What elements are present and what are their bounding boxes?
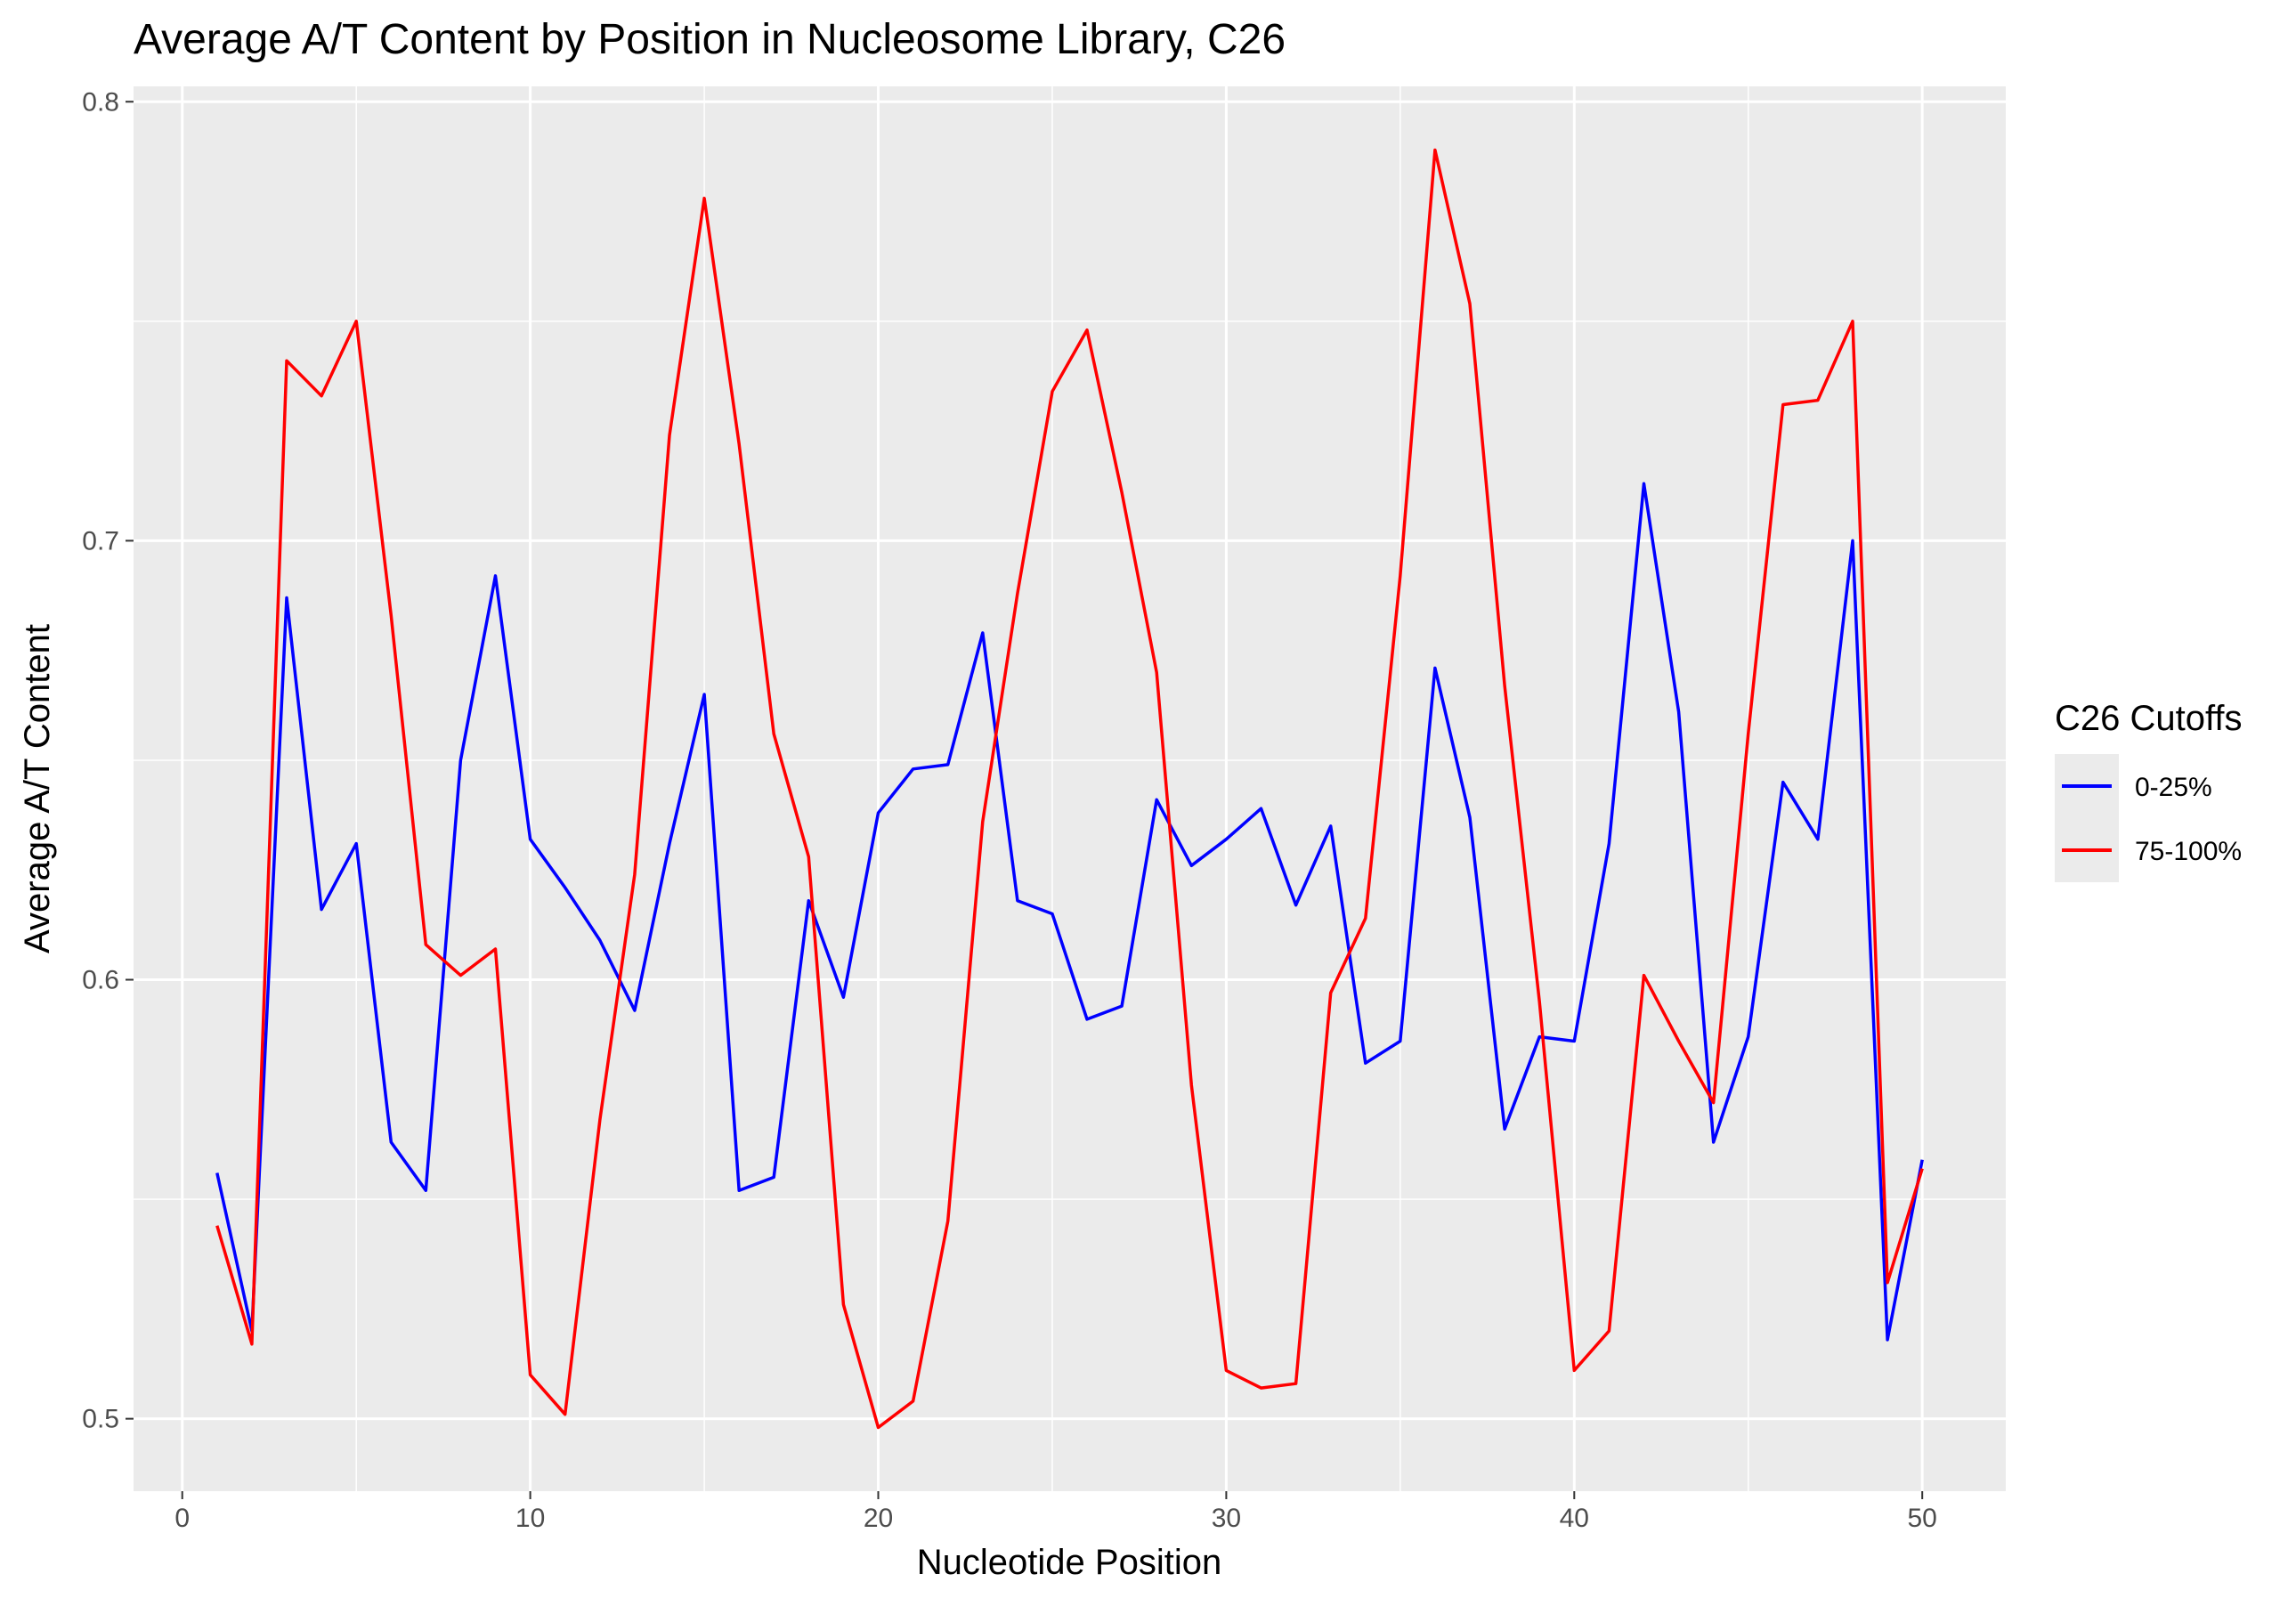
y-tick-label: 0.8 xyxy=(82,87,119,117)
y-tick-label: 0.7 xyxy=(82,526,119,556)
x-tick-label: 40 xyxy=(1560,1504,1589,1533)
grid-minor xyxy=(134,86,2006,1491)
legend: C26 Cutoffs 0-25% 75-100% xyxy=(2055,699,2243,882)
x-tick-label: 50 xyxy=(1907,1504,1936,1533)
grid-major xyxy=(134,86,2006,1491)
series-line-0-25 xyxy=(215,482,1924,1342)
series-layer xyxy=(215,148,1924,1430)
y-axis-title: Average A/T Content xyxy=(18,624,57,953)
y-tick-label: 0.5 xyxy=(82,1405,119,1434)
plot-panel xyxy=(134,86,2006,1491)
x-tick-label: 0 xyxy=(174,1504,190,1533)
y-tick-label: 0.6 xyxy=(82,966,119,995)
x-axis-title: Nucleotide Position xyxy=(917,1543,1221,1582)
legend-label-0-25: 0-25% xyxy=(2135,773,2212,802)
series-line-75-100 xyxy=(215,148,1924,1430)
chart-title: Average A/T Content by Position in Nucle… xyxy=(134,16,1286,63)
legend-label-75-100: 75-100% xyxy=(2135,837,2242,866)
x-tick-label: 30 xyxy=(1212,1504,1241,1533)
x-tick-label: 10 xyxy=(515,1504,545,1533)
legend-title: C26 Cutoffs xyxy=(2055,699,2243,738)
x-tick-label: 20 xyxy=(864,1504,893,1533)
x-axis: 0 10 20 30 40 50 xyxy=(174,1491,1937,1533)
y-axis: 0.5 0.6 0.7 0.8 xyxy=(82,87,134,1434)
